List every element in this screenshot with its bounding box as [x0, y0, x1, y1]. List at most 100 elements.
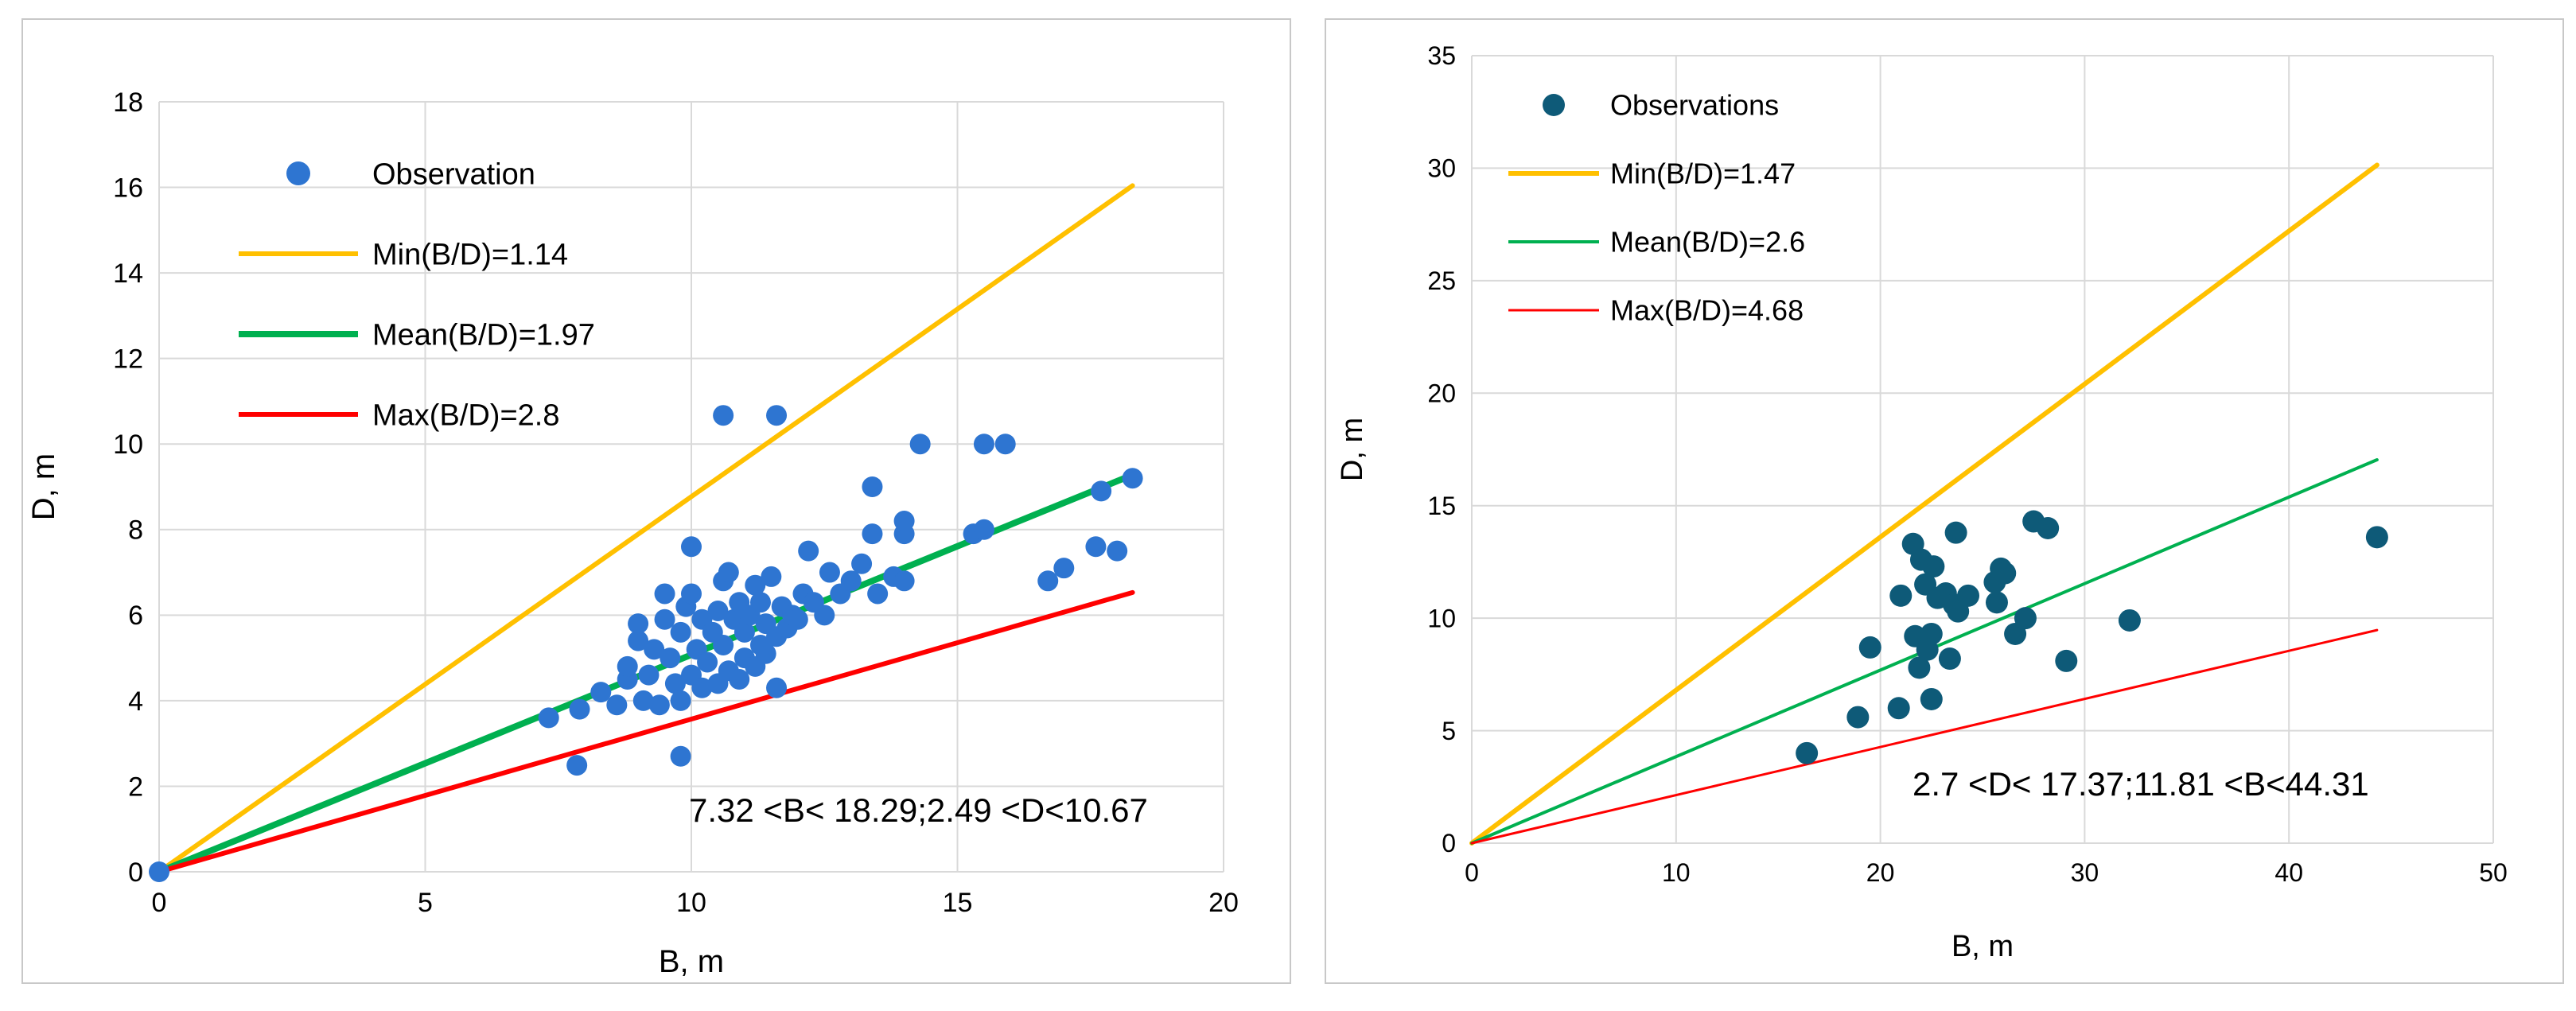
data-point [1053, 558, 1075, 579]
data-point [664, 673, 686, 694]
legend-label: Max(B/D)=2.8 [372, 399, 559, 432]
data-point [1846, 706, 1870, 729]
range-annotation: 2.7 <D< 17.37;11.81 <B<44.31 [1913, 765, 2369, 803]
data-point [893, 570, 915, 592]
y-tick-label: 10 [113, 430, 143, 460]
data-point [2118, 609, 2141, 632]
data-point [973, 519, 994, 540]
chart-border [21, 18, 1291, 984]
x-tick-label: 5 [418, 888, 433, 918]
data-point [862, 523, 883, 545]
data-point [681, 536, 702, 558]
y-tick-label: 14 [113, 259, 143, 289]
data-point [1122, 468, 1143, 489]
data-point [867, 583, 889, 605]
data-point [851, 553, 873, 574]
x-tick-label: 0 [152, 888, 167, 918]
data-point [1908, 656, 1931, 679]
data-point [1085, 536, 1107, 558]
data-point [1938, 647, 1961, 671]
data-point [1994, 562, 2017, 585]
legend-label: Observation [372, 157, 535, 191]
data-point [2055, 649, 2078, 672]
data-point [1920, 687, 1943, 710]
data-point [766, 405, 788, 426]
data-point [670, 745, 691, 767]
series-line [1469, 162, 2379, 846]
data-point [1985, 591, 2008, 614]
data-point [1858, 636, 1881, 659]
series-line [1470, 628, 2379, 845]
data-point [718, 562, 739, 583]
data-point [654, 583, 675, 605]
y-tick-label: 2 [128, 772, 143, 802]
data-point [787, 609, 808, 630]
data-point [814, 605, 835, 626]
y-axis-label: D, m [1336, 418, 1369, 481]
y-tick-label: 16 [113, 173, 143, 203]
data-point [761, 566, 782, 587]
data-point [681, 583, 702, 605]
data-point [1091, 480, 1112, 502]
data-point [1107, 540, 1128, 562]
series-line [157, 589, 1135, 874]
y-tick-label: 25 [1427, 266, 1456, 295]
data-point [638, 664, 660, 686]
data-point [632, 690, 654, 711]
data-point [1920, 622, 1943, 645]
x-tick-label: 20 [1866, 858, 1895, 887]
data-point [729, 669, 750, 690]
data-point [973, 434, 994, 455]
x-tick-label: 10 [676, 888, 706, 918]
x-axis-label: B, m [1951, 930, 2014, 963]
data-point [2004, 622, 2027, 645]
data-point [713, 405, 734, 426]
y-tick-label: 0 [1442, 829, 1456, 857]
y-tick-label: 5 [1442, 717, 1456, 745]
y-tick-label: 10 [1427, 604, 1456, 632]
data-point [670, 621, 691, 643]
data-point [691, 677, 713, 698]
data-point [994, 434, 1016, 455]
data-point [2014, 607, 2037, 630]
x-axis-label: B, m [659, 944, 724, 979]
x-tick-label: 15 [943, 888, 973, 918]
y-tick-label: 35 [1427, 41, 1456, 70]
data-point [566, 755, 588, 776]
y-tick-label: 4 [128, 686, 143, 717]
data-point [697, 651, 718, 673]
legend-marker [286, 161, 310, 185]
data-point [893, 511, 915, 532]
data-point [755, 643, 776, 664]
data-point [909, 434, 931, 455]
data-point [660, 647, 681, 669]
x-tick-label: 10 [1662, 858, 1691, 887]
data-point [617, 655, 638, 677]
data-point [733, 621, 755, 643]
chart-panel-left: 0 5 10 15 20 0 2 4 6 8 10 12 14 16 18 B, m D, m Observati… [21, 18, 1291, 984]
range-annotation: 7.32 <B< 18.29;2.49 <D<10.67 [689, 791, 1148, 829]
data-point [819, 562, 840, 583]
series-line [157, 183, 1135, 874]
data-point [606, 694, 628, 716]
data-point [1796, 741, 1819, 764]
data-point [628, 613, 649, 635]
y-tick-label: 15 [1427, 492, 1456, 520]
data-point [798, 540, 819, 562]
chart-right: 0 10 20 30 40 50 0 5 10 15 20 25 30 35 B, m D, m Observa… [1325, 18, 2564, 984]
data-point [1944, 521, 1967, 544]
x-tick-label: 50 [2479, 858, 2508, 887]
data-point [654, 609, 675, 630]
legend-label: Mean(B/D)=1.97 [372, 318, 595, 352]
chart-panel-right: 0 10 20 30 40 50 0 5 10 15 20 25 30 35 B, m D, m Observa… [1314, 0, 2576, 1011]
data-point [862, 476, 883, 497]
legend-label: Max(B/D)=4.68 [1610, 294, 1804, 327]
y-tick-label: 12 [113, 344, 143, 375]
data-point [707, 600, 729, 621]
data-point [628, 630, 649, 651]
data-point [713, 634, 734, 655]
x-tick-label: 20 [1208, 888, 1239, 918]
y-tick-label: 0 [128, 857, 143, 888]
data-point [745, 574, 766, 596]
x-tick-label: 40 [2274, 858, 2303, 887]
